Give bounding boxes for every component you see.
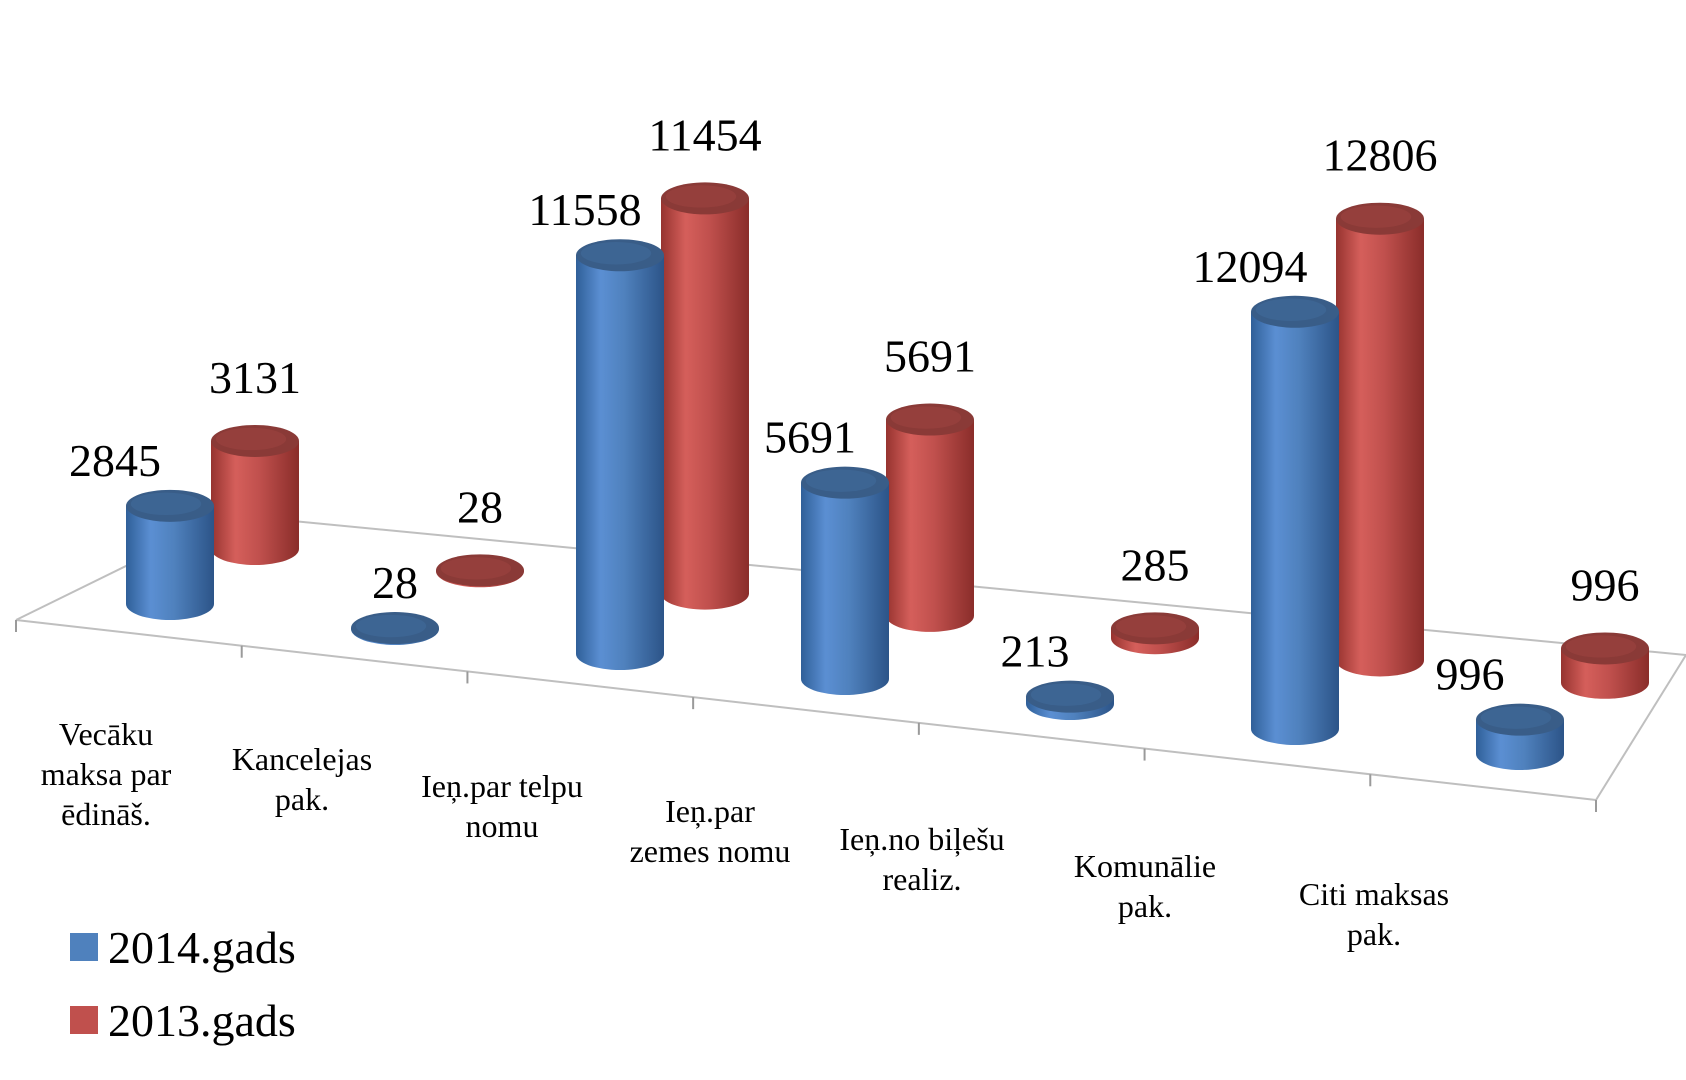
bar-top-highlight bbox=[580, 242, 652, 265]
bar-body bbox=[661, 198, 749, 610]
bar-top-highlight bbox=[1340, 205, 1412, 228]
bar-top-highlight bbox=[1255, 298, 1327, 321]
legend-swatch bbox=[70, 1006, 98, 1034]
bar-top-highlight bbox=[215, 427, 287, 451]
bar-series-2013-cat-1 bbox=[436, 554, 524, 588]
x-axis-label-0: Vecāku maksa par ēdināš. bbox=[41, 716, 172, 832]
bar-top-highlight bbox=[440, 557, 512, 580]
data-label-2013-0: 3131 bbox=[209, 352, 301, 403]
data-label-2014-5: 12094 bbox=[1193, 241, 1308, 292]
bar-series-2014-cat-4 bbox=[1026, 680, 1114, 720]
bar-top-highlight bbox=[355, 614, 427, 638]
bar-top-highlight bbox=[1480, 706, 1552, 729]
bar-body bbox=[576, 255, 664, 670]
bar-series-2013-cat-3 bbox=[886, 403, 974, 632]
bar-series-2013-cat-5 bbox=[1336, 202, 1424, 677]
data-label-2014-4: 213 bbox=[1001, 626, 1070, 677]
bar-series-2014-cat-6 bbox=[1476, 703, 1564, 770]
bar-body bbox=[126, 505, 214, 620]
bar-series-2014-cat-2 bbox=[576, 239, 664, 670]
floor-front-edge bbox=[15, 619, 1597, 801]
bar-top-highlight bbox=[1115, 615, 1187, 638]
x-axis-label-4: Ieņ.no biļešu realiz. bbox=[839, 821, 1004, 897]
x-axis-label-5: Komunālie pak. bbox=[1074, 848, 1216, 924]
bar-series-2014-cat-5 bbox=[1251, 295, 1339, 745]
data-label-2013-2: 11454 bbox=[648, 109, 761, 160]
bar-top-highlight bbox=[1565, 635, 1637, 658]
data-label-2013-3: 5691 bbox=[884, 331, 976, 382]
bar-top-highlight bbox=[805, 469, 877, 492]
bar-series-2014-cat-3 bbox=[801, 466, 889, 695]
legend-swatch bbox=[70, 933, 98, 961]
data-label-2013-5: 12806 bbox=[1323, 130, 1438, 181]
bar-series-2013-cat-0 bbox=[211, 424, 299, 565]
legend-item-2013: 2013.gads bbox=[70, 995, 296, 1046]
bar-series-2013-cat-2 bbox=[661, 182, 749, 610]
bar-series-2014-cat-1 bbox=[351, 612, 439, 645]
bar-top-highlight bbox=[130, 492, 202, 516]
data-label-2014-6: 996 bbox=[1436, 649, 1505, 700]
bar-body bbox=[801, 482, 889, 695]
bar-body bbox=[886, 419, 974, 632]
data-label-2013-6: 996 bbox=[1571, 559, 1640, 610]
bar-top-highlight bbox=[890, 406, 962, 429]
legend-label: 2014.gads bbox=[108, 922, 296, 973]
bar-series-2014-cat-0 bbox=[126, 489, 214, 620]
bar-top-highlight bbox=[665, 185, 737, 208]
legend-item-2014: 2014.gads bbox=[70, 922, 296, 973]
bar-body bbox=[1336, 218, 1424, 677]
data-label-2013-4: 285 bbox=[1121, 539, 1190, 590]
data-label-2014-3: 5691 bbox=[764, 412, 856, 463]
bar-series-2013-cat-6 bbox=[1561, 632, 1649, 699]
x-axis-label-6: Citi maksas pak. bbox=[1299, 876, 1449, 952]
bar-series-2013-cat-4 bbox=[1111, 612, 1199, 655]
bar-body bbox=[1251, 311, 1339, 745]
floor-right-edge bbox=[1595, 654, 1686, 801]
x-axis-label-3: Ieņ.par zemes nomu bbox=[630, 793, 791, 869]
data-label-2014-1: 28 bbox=[372, 557, 418, 608]
bar-body bbox=[211, 440, 299, 565]
x-axis-label-2: Ieņ.par telpu nomu bbox=[421, 768, 583, 844]
data-label-2013-1: 28 bbox=[457, 481, 503, 532]
legend-label: 2013.gads bbox=[108, 995, 296, 1046]
data-label-2014-0: 2845 bbox=[69, 435, 161, 486]
x-axis-label-1: Kancelejas pak. bbox=[232, 741, 372, 817]
bar-top-highlight bbox=[1030, 683, 1102, 706]
data-label-2014-2: 11558 bbox=[528, 184, 641, 235]
